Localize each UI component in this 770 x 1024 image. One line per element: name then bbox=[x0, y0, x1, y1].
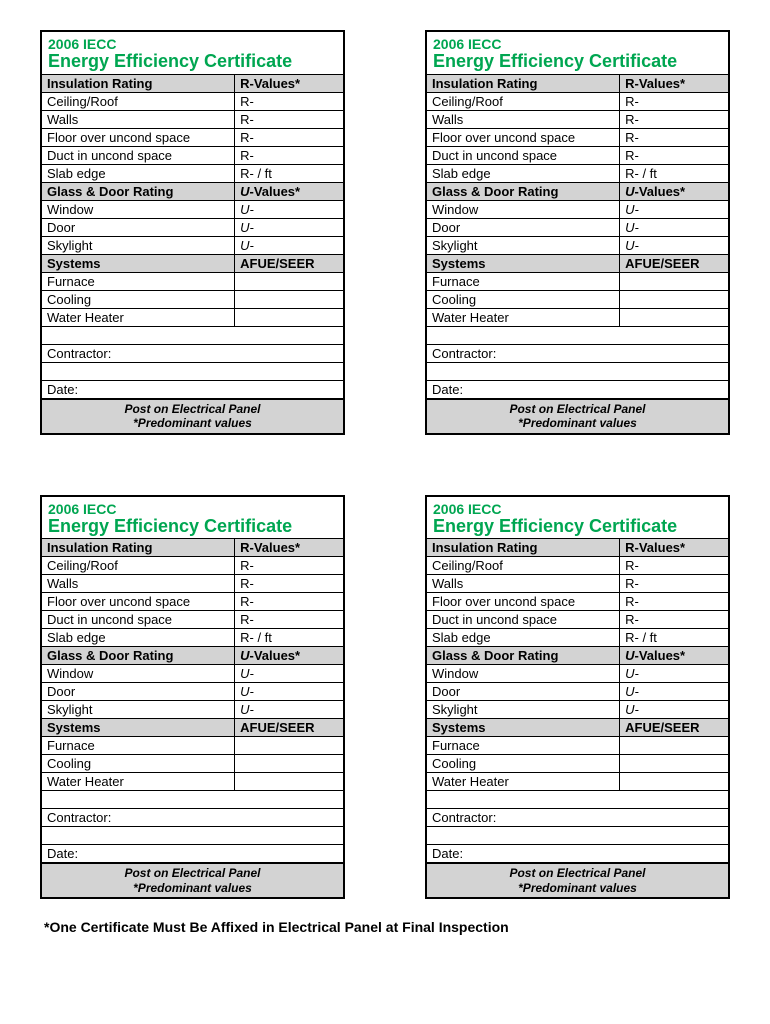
section-label: Systems bbox=[42, 254, 235, 272]
row-cooling: Cooling bbox=[42, 290, 343, 308]
bottom-note: *One Certificate Must Be Affixed in Elec… bbox=[40, 919, 730, 935]
cert-footer: Post on Electrical Panel *Predominant va… bbox=[427, 863, 728, 897]
cert-header: 2006 IECC Energy Efficiency Certificate bbox=[427, 32, 728, 74]
cert-table: Insulation RatingR-Values* Ceiling/RoofR… bbox=[427, 538, 728, 863]
cert-footer: Post on Electrical Panel *Predominant va… bbox=[427, 399, 728, 433]
row-slab: Slab edgeR- / ft bbox=[42, 164, 343, 182]
row-window: WindowU- bbox=[42, 200, 343, 218]
cert-table: Insulation Rating R-Values* Ceiling/Roof… bbox=[42, 74, 343, 399]
iecc-label: 2006 IECC bbox=[433, 36, 722, 52]
row-contractor: Contractor: bbox=[42, 344, 343, 362]
certificate-grid: 2006 IECC Energy Efficiency Certificate … bbox=[40, 30, 730, 899]
cert-footer: Post on Electrical Panel *Predominant va… bbox=[42, 863, 343, 897]
row-floor: Floor over uncond spaceR- bbox=[42, 128, 343, 146]
row-ceiling: Ceiling/RoofR- bbox=[42, 92, 343, 110]
cert-footer: Post on Electrical Panel *Predominant va… bbox=[42, 399, 343, 433]
section-value-header: U-Values* bbox=[235, 182, 343, 200]
cert-title: Energy Efficiency Certificate bbox=[48, 517, 337, 537]
iecc-label: 2006 IECC bbox=[48, 36, 337, 52]
certificate-card: 2006 IECC Energy Efficiency Certificate … bbox=[425, 495, 730, 900]
iecc-label: 2006 IECC bbox=[48, 501, 337, 517]
cert-header: 2006 IECC Energy Efficiency Certificate bbox=[427, 497, 728, 539]
spacer-row bbox=[42, 326, 343, 344]
section-glass-door: Glass & Door Rating U-Values* bbox=[42, 182, 343, 200]
section-systems: Systems AFUE/SEER bbox=[42, 254, 343, 272]
row-date: Date: bbox=[42, 380, 343, 398]
section-label: Glass & Door Rating bbox=[42, 182, 235, 200]
cert-table: Insulation RatingR-Values* Ceiling/RoofR… bbox=[427, 74, 728, 399]
cert-title: Energy Efficiency Certificate bbox=[48, 52, 337, 72]
cert-header: 2006 IECC Energy Efficiency Certificate bbox=[42, 497, 343, 539]
cert-header: 2006 IECC Energy Efficiency Certificate bbox=[42, 32, 343, 74]
cert-title: Energy Efficiency Certificate bbox=[433, 52, 722, 72]
iecc-label: 2006 IECC bbox=[433, 501, 722, 517]
section-value-header: AFUE/SEER bbox=[235, 254, 343, 272]
row-walls: WallsR- bbox=[42, 110, 343, 128]
spacer-row bbox=[42, 362, 343, 380]
row-duct: Duct in uncond spaceR- bbox=[42, 146, 343, 164]
row-furnace: Furnace bbox=[42, 272, 343, 290]
certificate-card: 2006 IECC Energy Efficiency Certificate … bbox=[40, 30, 345, 435]
certificate-card: 2006 IECC Energy Efficiency Certificate … bbox=[40, 495, 345, 900]
cert-title: Energy Efficiency Certificate bbox=[433, 517, 722, 537]
row-skylight: SkylightU- bbox=[42, 236, 343, 254]
certificate-card: 2006 IECC Energy Efficiency Certificate … bbox=[425, 30, 730, 435]
row-door: DoorU- bbox=[42, 218, 343, 236]
cert-table: Insulation RatingR-Values* Ceiling/RoofR… bbox=[42, 538, 343, 863]
section-label: Insulation Rating bbox=[42, 74, 235, 92]
section-insulation: Insulation Rating R-Values* bbox=[42, 74, 343, 92]
section-value-header: R-Values* bbox=[235, 74, 343, 92]
row-water-heater: Water Heater bbox=[42, 308, 343, 326]
